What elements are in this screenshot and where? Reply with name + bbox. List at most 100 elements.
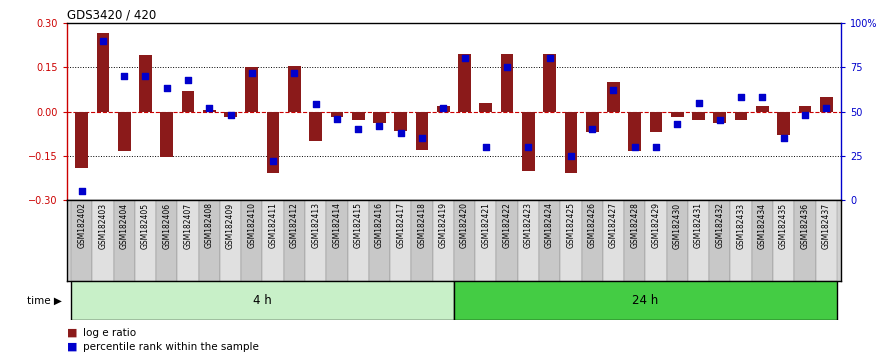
Bar [564, 112, 578, 173]
Bar [177, 200, 198, 281]
Point [522, 144, 536, 150]
Bar [756, 105, 769, 112]
Text: GSM182412: GSM182412 [290, 202, 299, 248]
Text: GSM182404: GSM182404 [119, 202, 129, 249]
Point [393, 130, 408, 136]
Point [75, 188, 89, 194]
Bar [501, 54, 514, 112]
Bar [798, 105, 812, 112]
Point [649, 144, 663, 150]
Bar [96, 33, 109, 112]
Point [500, 64, 514, 70]
Bar [734, 112, 748, 120]
Bar [182, 91, 194, 112]
Bar [352, 112, 365, 120]
Text: GSM182430: GSM182430 [673, 202, 682, 249]
Bar [246, 67, 258, 112]
Bar [390, 200, 411, 281]
Point [181, 77, 195, 82]
Text: GSM182402: GSM182402 [77, 202, 86, 249]
Bar [198, 200, 220, 281]
Text: GSM182433: GSM182433 [737, 202, 746, 249]
Bar [692, 112, 705, 120]
Bar [603, 200, 624, 281]
Text: GSM182420: GSM182420 [460, 202, 469, 249]
Bar [628, 112, 641, 152]
Text: GSM182416: GSM182416 [375, 202, 384, 249]
Point [415, 135, 429, 141]
Point [330, 116, 344, 121]
Point [223, 112, 238, 118]
Bar [416, 112, 428, 150]
Bar [773, 200, 794, 281]
Bar [117, 112, 131, 152]
Point [756, 95, 770, 100]
Point [245, 70, 259, 75]
Bar [160, 112, 174, 157]
Bar [794, 200, 815, 281]
Text: GSM182411: GSM182411 [269, 202, 278, 248]
Bar [288, 66, 301, 112]
Bar [284, 200, 305, 281]
Text: 24 h: 24 h [632, 295, 659, 307]
Text: 4 h: 4 h [253, 295, 271, 307]
Point [713, 118, 727, 123]
Text: GSM182417: GSM182417 [396, 202, 405, 249]
Bar [522, 112, 535, 171]
Point [309, 102, 323, 107]
Bar [475, 200, 497, 281]
Point [479, 144, 493, 150]
Bar [305, 200, 327, 281]
Bar [454, 281, 837, 320]
Bar [497, 200, 518, 281]
Bar [411, 200, 433, 281]
Point [138, 73, 152, 79]
Bar [71, 281, 454, 320]
Bar [224, 112, 237, 117]
Text: GSM182435: GSM182435 [779, 202, 789, 249]
Text: GSM182429: GSM182429 [651, 202, 660, 249]
Bar [71, 200, 93, 281]
Point [202, 105, 216, 111]
Bar [714, 112, 726, 123]
Bar [458, 54, 471, 112]
Text: GSM182414: GSM182414 [332, 202, 342, 249]
Bar [777, 112, 790, 135]
Bar [454, 200, 475, 281]
Text: GSM182410: GSM182410 [247, 202, 256, 249]
Text: GSM182424: GSM182424 [545, 202, 554, 249]
Bar [267, 112, 279, 173]
Text: GSM182428: GSM182428 [630, 202, 639, 248]
Text: GSM182406: GSM182406 [162, 202, 171, 249]
Bar [156, 200, 177, 281]
Text: GSM182431: GSM182431 [694, 202, 703, 249]
Point [266, 158, 280, 164]
Bar [347, 200, 368, 281]
Text: GDS3420 / 420: GDS3420 / 420 [67, 9, 156, 22]
Bar [815, 200, 837, 281]
Point [776, 135, 790, 141]
Text: GSM182426: GSM182426 [587, 202, 596, 249]
Point [797, 112, 812, 118]
Bar [709, 200, 731, 281]
Point [436, 105, 450, 111]
Bar [241, 200, 263, 281]
Bar [373, 112, 386, 123]
Bar [139, 56, 152, 112]
Bar [645, 200, 667, 281]
Bar [539, 200, 561, 281]
Bar [671, 112, 684, 118]
Point [670, 121, 684, 127]
Bar [731, 200, 752, 281]
Text: GSM182425: GSM182425 [566, 202, 576, 249]
Bar [650, 112, 662, 132]
Bar [330, 112, 344, 118]
Bar [309, 112, 322, 141]
Bar [368, 200, 390, 281]
Bar [76, 112, 88, 167]
Text: GSM182415: GSM182415 [353, 202, 363, 249]
Point [627, 144, 642, 150]
Point [819, 105, 833, 111]
Text: GSM182437: GSM182437 [821, 202, 830, 249]
Bar [581, 200, 603, 281]
